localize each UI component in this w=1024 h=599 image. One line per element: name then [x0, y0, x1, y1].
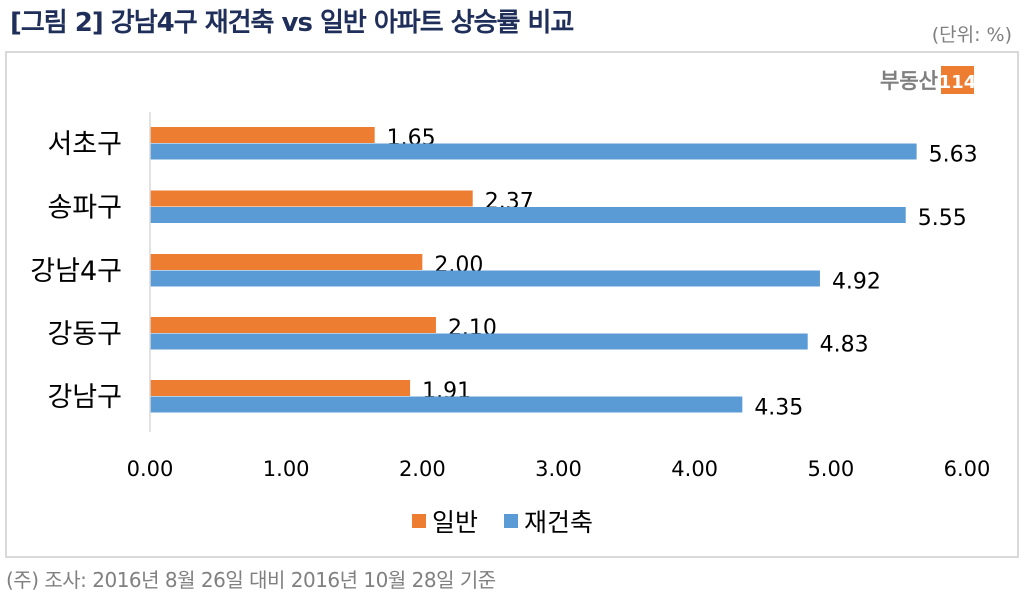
x-tick-label: 4.00	[671, 457, 718, 481]
bar-reconstruction	[150, 396, 743, 413]
bar-general	[150, 190, 473, 207]
category-label: 강동구	[47, 319, 122, 350]
logo-badge-text: 114	[939, 72, 977, 93]
bar-general	[150, 317, 436, 333]
legend-label: 일반	[432, 508, 478, 537]
bar-general	[150, 380, 411, 396]
data-label: 5.63	[929, 143, 978, 168]
unit-label: (단위: %)	[931, 24, 1012, 46]
footnote: (주) 조사: 2016년 8월 26일 대비 2016년 10월 28일 기준	[6, 568, 496, 592]
x-tick-label: 2.00	[399, 457, 446, 481]
x-tick-label: 0.00	[127, 457, 174, 481]
data-label: 4.92	[832, 270, 881, 295]
bar-reconstruction	[150, 143, 917, 160]
data-label: 5.55	[918, 206, 967, 231]
logo: 부동산 114	[880, 66, 976, 94]
chart-title: [그림 2] 강남4구 재건축 vs 일반 아파트 상승률 비교	[10, 8, 574, 38]
bar-general	[150, 254, 423, 270]
category-label: 강남구	[47, 382, 122, 413]
legend-swatch	[412, 514, 426, 528]
bar-reconstruction	[150, 207, 906, 223]
x-tick-label: 3.00	[535, 457, 582, 481]
bar-general	[150, 127, 375, 143]
data-label: 4.83	[820, 333, 869, 358]
data-label: 4.35	[754, 396, 803, 421]
legend-swatch	[504, 514, 518, 528]
bar-reconstruction	[150, 270, 820, 287]
x-tick-label: 1.00	[263, 457, 310, 481]
x-tick-label: 6.00	[944, 457, 991, 481]
x-tick-label: 5.00	[807, 457, 854, 481]
bar-reconstruction	[150, 333, 808, 350]
logo-badge	[941, 66, 974, 94]
logo-text: 부동산	[880, 69, 938, 93]
category-label: 강남4구	[30, 256, 122, 287]
category-label: 서초구	[47, 129, 122, 160]
legend-label: 재건축	[524, 508, 593, 537]
category-label: 송파구	[47, 193, 122, 224]
